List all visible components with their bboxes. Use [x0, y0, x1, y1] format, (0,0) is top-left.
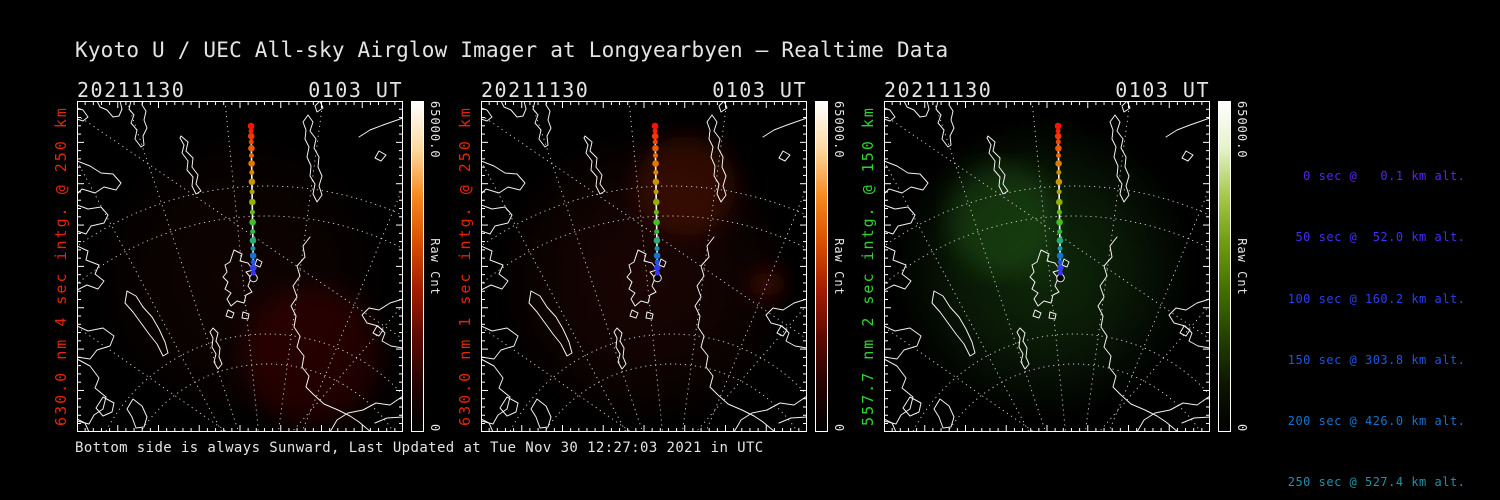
- panel-date: 20211130: [77, 78, 186, 102]
- legend-row: 50 sec @ 52.0 km alt.: [1280, 230, 1465, 245]
- colorbar-max-label: 65000.0: [832, 101, 846, 159]
- legend-row: 250 sec @ 527.4 km alt.: [1280, 475, 1465, 490]
- colorbar-unit-label: Raw Cnt: [1235, 237, 1249, 296]
- panel-green-557nm-2sec: 20211130 0103 UT 557.7 nm 2 sec intg. @ …: [859, 0, 1259, 500]
- colorbar: [411, 101, 424, 432]
- panel-date: 20211130: [481, 78, 590, 102]
- legend-row-text: 150 sec @ 303.8 km alt.: [1280, 352, 1466, 367]
- colorbar-min-label: 0: [428, 423, 442, 432]
- legend-row-text: 100 sec @ 160.2 km alt.: [1280, 291, 1466, 306]
- colorbar-max-label: 65000.0: [428, 101, 442, 159]
- legend-row: 150 sec @ 303.8 km alt.: [1280, 353, 1465, 368]
- legend-row-text: 50 sec @ 52.0 km alt.: [1280, 230, 1466, 245]
- allsky-map-image: [884, 101, 1210, 432]
- trajectory-time-legend: 0 sec @ 0.1 km alt. 50 sec @ 52.0 km alt…: [1280, 108, 1465, 500]
- legend-row-text: 200 sec @ 426.0 km alt.: [1280, 413, 1466, 428]
- allsky-map-image: [77, 101, 403, 432]
- legend-row: 100 sec @ 160.2 km alt.: [1280, 292, 1465, 307]
- colorbar-unit-label: Raw Cnt: [832, 237, 846, 296]
- colorbar: [1218, 101, 1231, 432]
- panel-red-630nm-1sec: 20211130 0103 UT 630.0 nm 1 sec intg. @ …: [456, 0, 856, 500]
- allsky-map-image: [481, 101, 807, 432]
- colorbar: [815, 101, 828, 432]
- colorbar-min-label: 0: [832, 423, 846, 432]
- colorbar-unit-label: Raw Cnt: [428, 237, 442, 296]
- panel-time: 0103 UT: [1115, 78, 1210, 102]
- panel-red-630nm-4sec: 20211130 0103 UT 630.0 nm 4 sec intg. @ …: [52, 0, 452, 500]
- page-title: Kyoto U / UEC All-sky Airglow Imager at …: [75, 38, 949, 62]
- wavelength-label: 557.7 nm 2 sec intg. @ 150 km: [859, 106, 877, 426]
- status-footer: Bottom side is always Sunward, Last Upda…: [75, 440, 764, 456]
- legend-row-text: 250 sec @ 527.4 km alt.: [1280, 475, 1466, 490]
- colorbar-min-label: 0: [1235, 423, 1249, 432]
- panel-time: 0103 UT: [712, 78, 807, 102]
- airglow-emission: [892, 117, 1196, 421]
- legend-row: 0 sec @ 0.1 km alt.: [1280, 169, 1465, 184]
- wavelength-label: 630.0 nm 1 sec intg. @ 250 km: [456, 106, 474, 426]
- legend-row-text: 0 sec @ 0.1 km alt.: [1280, 169, 1466, 184]
- wavelength-label: 630.0 nm 4 sec intg. @ 250 km: [52, 106, 70, 426]
- colorbar-max-label: 65000.0: [1235, 101, 1249, 159]
- legend-row: 200 sec @ 426.0 km alt.: [1280, 414, 1465, 429]
- panel-date: 20211130: [884, 78, 993, 102]
- panel-time: 0103 UT: [308, 78, 403, 102]
